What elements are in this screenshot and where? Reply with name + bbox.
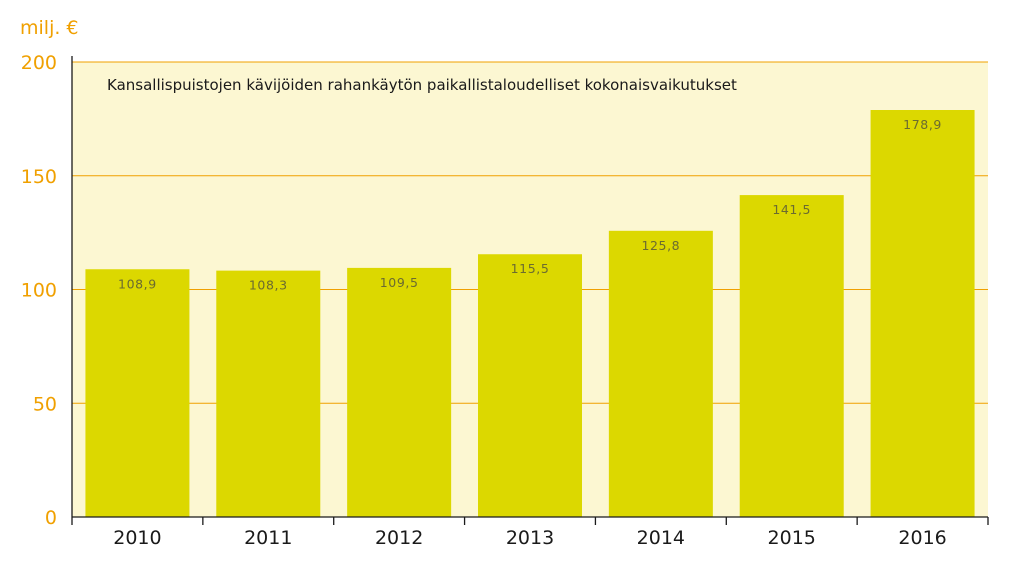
y-tick-label-150: 150 <box>21 166 57 188</box>
x-tick-label-2015: 2015 <box>768 527 816 549</box>
bars <box>85 110 975 518</box>
y-tick-label-0: 0 <box>45 507 57 529</box>
value-labels: 108,9 108,3 109,5 115,5 125,8 141,5 178,9 <box>118 117 942 293</box>
x-tick-label-2012: 2012 <box>375 527 423 549</box>
chart-title: Kansallispuistojen kävijöiden rahankäytö… <box>107 76 737 94</box>
x-tick-label-2010: 2010 <box>113 527 161 549</box>
value-label-2010: 108,9 <box>118 276 157 291</box>
bar-2012 <box>347 267 452 517</box>
bar-2010 <box>85 269 190 517</box>
y-tick-label-200: 200 <box>21 52 57 74</box>
value-label-2012: 109,5 <box>380 275 419 290</box>
x-tick-label-2016: 2016 <box>898 527 946 549</box>
y-tick-label-50: 50 <box>33 393 57 415</box>
value-label-2013: 115,5 <box>511 261 550 276</box>
x-tick-label-2013: 2013 <box>506 527 554 549</box>
y-unit-label: milj. € <box>20 17 79 39</box>
value-label-2011: 108,3 <box>249 278 288 293</box>
bar-2011 <box>216 270 321 517</box>
y-tick-label-100: 100 <box>21 280 57 302</box>
x-tick-labels: 2010 2011 2012 2013 2014 2015 2016 <box>113 527 947 549</box>
bar-2015 <box>739 195 844 517</box>
value-label-2014: 125,8 <box>641 238 680 253</box>
y-tick-labels: 0 50 100 150 200 <box>21 52 57 529</box>
value-label-2015: 141,5 <box>772 202 811 217</box>
bar-2014 <box>608 230 713 517</box>
value-label-2016: 178,9 <box>903 117 942 132</box>
x-tick-label-2014: 2014 <box>637 527 685 549</box>
bar-2016 <box>870 110 975 517</box>
x-tick-label-2011: 2011 <box>244 527 292 549</box>
axes <box>71 56 989 525</box>
bar-2013 <box>478 254 582 518</box>
